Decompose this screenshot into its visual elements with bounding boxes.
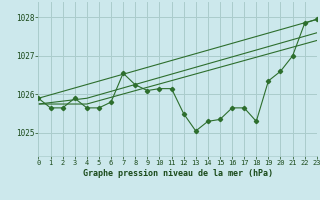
X-axis label: Graphe pression niveau de la mer (hPa): Graphe pression niveau de la mer (hPa) [83, 169, 273, 178]
